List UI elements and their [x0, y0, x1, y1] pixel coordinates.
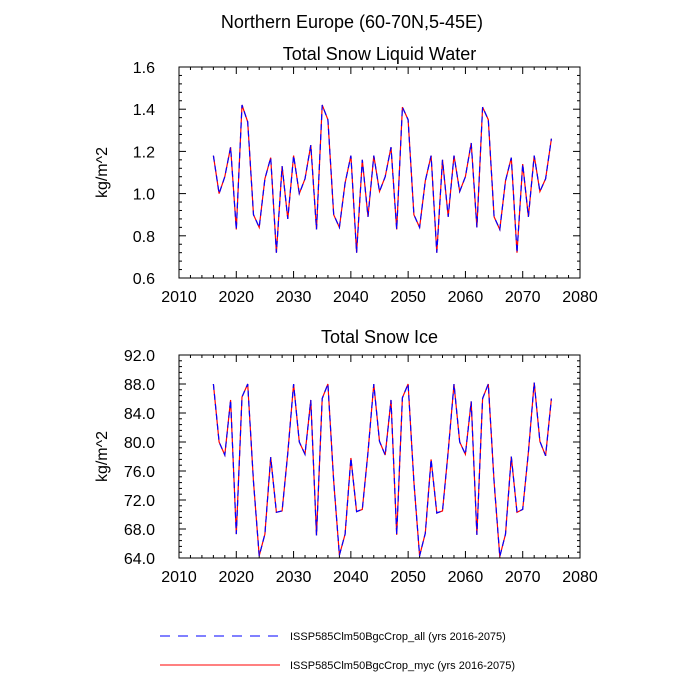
chart-panel-snow-liquid-water: Total Snow Liquid Water 2010 2020 2030 2040 2… — [94, 44, 598, 306]
chart-title: Total Snow Liquid Water — [283, 44, 476, 64]
y-tick-label: 1.4 — [133, 102, 155, 119]
legend-label-myc: ISSP585Clm50BgcCrop_myc (yrs 2016-2075) — [290, 660, 515, 672]
x-tick-label: 2020 — [218, 569, 254, 586]
series-line-all — [212, 104, 552, 253]
y-tick-label: 1.2 — [133, 144, 155, 161]
chart-title: Total Snow Ice — [321, 327, 438, 347]
x-tick-label: 2040 — [333, 289, 369, 306]
x-tick-label: 2070 — [505, 569, 541, 586]
x-tick-label: 2080 — [562, 289, 598, 306]
x-tick-label: 2070 — [505, 289, 541, 306]
plot-frame — [178, 66, 581, 279]
x-tick-label: 2030 — [276, 569, 312, 586]
y-tick-label: 76.0 — [124, 464, 155, 481]
legend-label-all: ISSP585Clm50BgcCrop_all (yrs 2016-2075) — [290, 631, 506, 643]
y-tick-label: 84.0 — [124, 406, 155, 423]
y-tick-label: 1.0 — [133, 187, 155, 204]
x-tick-label: 2050 — [390, 289, 426, 306]
x-tick-label: 2020 — [218, 289, 254, 306]
x-tick-label: 2080 — [562, 569, 598, 586]
x-tick-label: 2030 — [276, 289, 312, 306]
series-line-myc — [212, 382, 552, 557]
y-tick-label: 64.0 — [124, 551, 155, 568]
y-tick-label: 80.0 — [124, 435, 155, 452]
x-tick-label: 2010 — [161, 569, 197, 586]
x-tick-label: 2060 — [448, 289, 484, 306]
x-tick-label: 2050 — [390, 569, 426, 586]
legend: ISSP585Clm50BgcCrop_all (yrs 2016-2075) … — [160, 631, 515, 672]
series-line-all — [212, 382, 552, 557]
y-axis-label: kg/m^2 — [94, 147, 111, 198]
chart-panel-snow-ice: Total Snow Ice 2010 2020 2030 2040 2050 2060 20… — [94, 327, 598, 586]
plot-frame — [178, 354, 581, 559]
x-tick-label: 2060 — [448, 569, 484, 586]
y-tick-label: 88.0 — [124, 377, 155, 394]
y-axis-label: kg/m^2 — [94, 431, 111, 482]
y-tick-label: 0.8 — [133, 229, 155, 246]
y-tick-label: 92.0 — [124, 348, 155, 365]
y-tick-label: 0.6 — [133, 271, 155, 288]
y-tick-label: 68.0 — [124, 522, 155, 539]
x-tick-label: 2040 — [333, 569, 369, 586]
series-line-myc — [212, 104, 552, 253]
y-tick-label: 72.0 — [124, 493, 155, 510]
page-title: Northern Europe (60-70N,5-45E) — [221, 12, 483, 32]
y-tick-label: 1.6 — [133, 60, 155, 77]
x-tick-label: 2010 — [161, 289, 197, 306]
